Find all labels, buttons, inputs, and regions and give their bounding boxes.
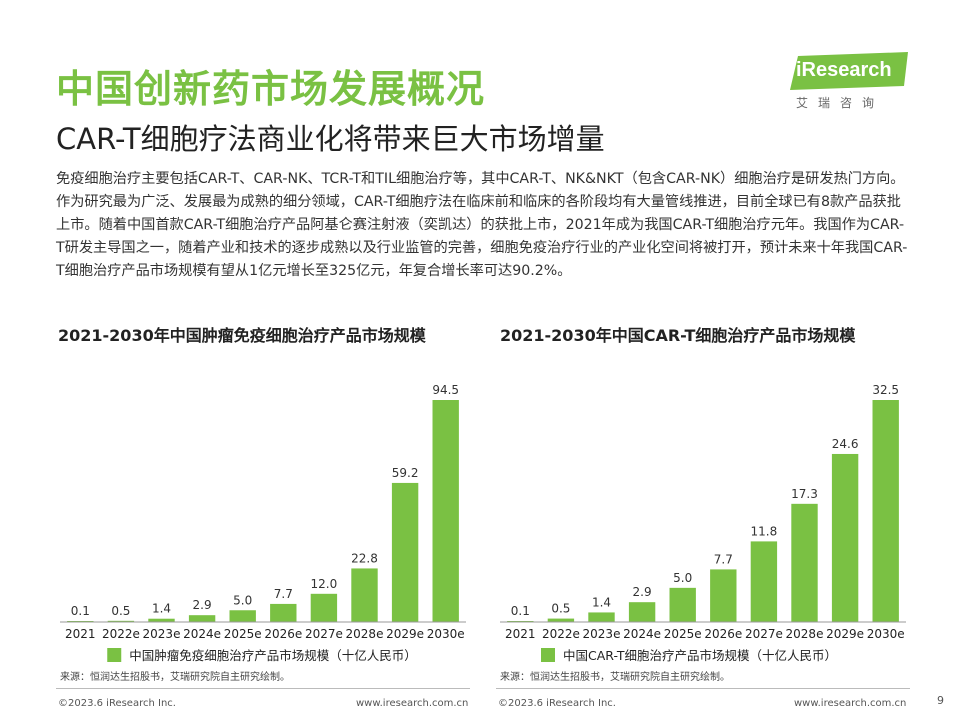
footer-divider-right <box>496 688 910 689</box>
footer-copyright-left: ©2023.6 iResearch Inc. <box>58 698 176 709</box>
bar <box>872 400 899 622</box>
bar-value-label: 0.5 <box>551 602 570 616</box>
page-number: 9 <box>937 694 944 707</box>
legend-swatch <box>541 648 555 662</box>
x-axis-tick-label: 2030e <box>427 627 465 641</box>
bar <box>148 618 175 622</box>
chart-right-car-t-therapy: 0.1 2021 0.5 2022e 1.4 2023e 2.9 2024e 5.0 2025e 7… <box>500 383 906 663</box>
bar-value-label: 7.7 <box>714 552 733 566</box>
bar-value-label: 12.0 <box>311 577 338 591</box>
bar-value-label: 17.3 <box>791 487 818 501</box>
bar <box>831 453 859 622</box>
bar <box>547 618 575 622</box>
page-title: 中国创新药市场发展概况 <box>56 67 486 111</box>
bar <box>588 612 615 622</box>
bar-value-label: 1.4 <box>592 595 611 609</box>
bar-value-label: 94.5 <box>432 383 459 397</box>
bar <box>391 482 419 622</box>
x-axis-tick-label: 2023e <box>143 627 181 641</box>
x-axis-tick-label: 2028e <box>786 627 824 641</box>
source-note-left: 来源：恒润达生招股书，艾瑞研究院自主研究绘制。 <box>60 672 290 683</box>
footer-url-left: www.iresearch.com.cn <box>356 698 469 709</box>
intro-paragraph: 免疫细胞治疗主要包括CAR-T、CAR-NK、TCR-T和TIL细胞治疗等，其中… <box>56 171 908 279</box>
bar-value-label: 11.8 <box>751 524 778 538</box>
x-axis-tick-label: 2027e <box>745 627 783 641</box>
x-axis-tick-label: 2029e <box>826 627 864 641</box>
bar-value-label: 0.5 <box>111 604 130 618</box>
footer-url-right: www.iresearch.com.cn <box>794 698 907 709</box>
legend-label: 中国肿瘤免疫细胞治疗产品市场规模（十亿人民币） <box>129 648 417 663</box>
x-axis-tick-label: 2025e <box>224 627 262 641</box>
x-axis-tick-label: 2021 <box>505 627 536 641</box>
bar-value-label: 5.0 <box>673 571 692 585</box>
logo-brand-text: iResearch <box>796 59 892 81</box>
bar <box>432 400 459 622</box>
bar-value-label: 22.8 <box>351 551 378 565</box>
chart-left-tumor-immune-cell-therapy: 0.1 2021 0.5 2022e 1.4 2023e 2.9 2024e 5.0 2025e 7… <box>60 383 466 663</box>
bar <box>669 587 696 622</box>
x-axis-tick-label: 2030e <box>867 627 905 641</box>
x-axis-tick-label: 2024e <box>623 627 661 641</box>
chart-title-left: 2021-2030年中国肿瘤免疫细胞治疗产品市场规模 <box>58 326 426 345</box>
page-subtitle: CAR-T细胞疗法商业化将带来巨大市场增量 <box>56 122 605 156</box>
bar-value-label: 0.1 <box>511 604 530 618</box>
x-axis-tick-label: 2021 <box>65 627 96 641</box>
bar-value-label: 5.0 <box>233 593 252 607</box>
bar <box>791 503 818 622</box>
bar-value-label: 2.9 <box>633 585 652 599</box>
bar <box>310 593 338 622</box>
x-axis-tick-label: 2025e <box>664 627 702 641</box>
iresearch-logo: iResearch 艾瑞咨询 <box>790 52 912 110</box>
source-note-right: 来源：恒润达生招股书，艾瑞研究院自主研究绘制。 <box>500 672 730 683</box>
legend-swatch <box>107 648 122 662</box>
x-axis-tick-label: 2026e <box>264 627 302 641</box>
x-axis-tick-label: 2022e <box>542 627 580 641</box>
bar <box>351 568 378 622</box>
bar-value-label: 7.7 <box>274 587 293 601</box>
bar-value-label: 1.4 <box>152 602 171 616</box>
x-axis-tick-label: 2024e <box>183 627 221 641</box>
x-axis-tick-label: 2023e <box>583 627 621 641</box>
logo-tagline: 艾瑞咨询 <box>796 96 885 110</box>
x-axis-tick-label: 2022e <box>102 627 140 641</box>
bar <box>628 602 656 622</box>
bar <box>107 620 135 622</box>
bar-value-label: 24.6 <box>832 437 859 451</box>
legend-label: 中国CAR-T细胞治疗产品市场规模（十亿人民币） <box>563 648 837 663</box>
bar <box>270 603 297 622</box>
bar <box>188 615 216 622</box>
bar <box>750 541 778 622</box>
logo-badge-icon <box>790 52 908 90</box>
bar-value-label: 0.1 <box>71 604 90 618</box>
bar <box>229 610 256 622</box>
chart-title-right: 2021-2030年中国CAR-T细胞治疗产品市场规模 <box>500 326 856 345</box>
bar <box>710 569 737 622</box>
x-axis-tick-label: 2027e <box>305 627 343 641</box>
bar-value-label: 2.9 <box>193 598 212 612</box>
bar-value-label: 59.2 <box>392 466 419 480</box>
bar-value-label: 32.5 <box>872 383 899 397</box>
x-axis-tick-label: 2029e <box>386 627 424 641</box>
x-axis-tick-label: 2026e <box>704 627 742 641</box>
footer-divider-left <box>56 688 470 689</box>
x-axis-tick-label: 2028e <box>346 627 384 641</box>
footer-copyright-right: ©2023.6 iResearch Inc. <box>498 698 616 709</box>
